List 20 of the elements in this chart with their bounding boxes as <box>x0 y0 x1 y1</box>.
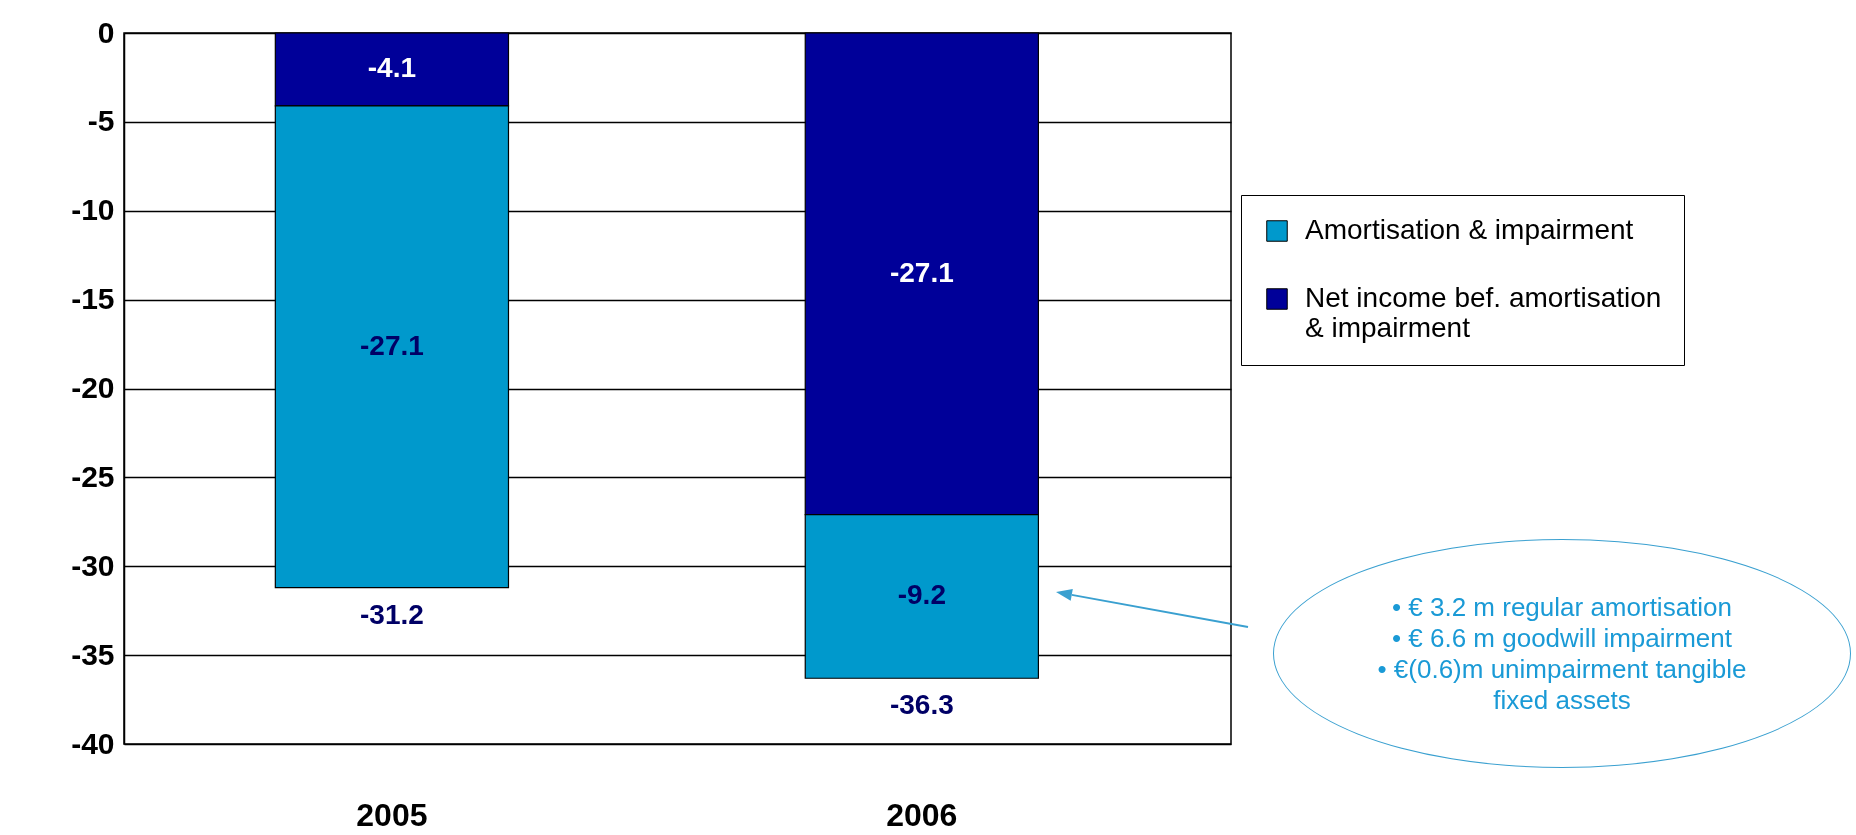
x-tick-label: 2006 <box>886 796 958 833</box>
y-tick-label: -15 <box>71 282 115 316</box>
total-label: -36.3 <box>889 689 954 721</box>
data-label: -4.1 <box>367 52 417 84</box>
data-label: -27.1 <box>889 256 954 288</box>
data-label: -9.2 <box>897 579 946 611</box>
y-tick-label: -25 <box>71 459 115 493</box>
y-tick-label: -40 <box>71 726 115 760</box>
ellipse-outline: • € 3.2 m regular amortisation • € 6.6 m goodwill impairment • €(0.6)m unimpairment tangible fixed assets <box>1273 539 1851 768</box>
y-tick-label: -20 <box>71 371 115 404</box>
y-tick-label: -5 <box>87 104 115 138</box>
x-tick-label: 2005 <box>356 796 428 833</box>
legend-label: Net income bef. amortisation & impairment <box>1305 282 1662 343</box>
legend-label: Amortisation & impairment <box>1305 214 1634 245</box>
y-tick-label: -30 <box>71 548 115 582</box>
y-tick-label: 0 <box>97 15 115 49</box>
data-label: -27.1 <box>359 329 424 361</box>
total-label: -31.2 <box>359 598 424 630</box>
y-tick-label: -35 <box>71 637 115 671</box>
y-tick-label: -10 <box>71 193 115 227</box>
